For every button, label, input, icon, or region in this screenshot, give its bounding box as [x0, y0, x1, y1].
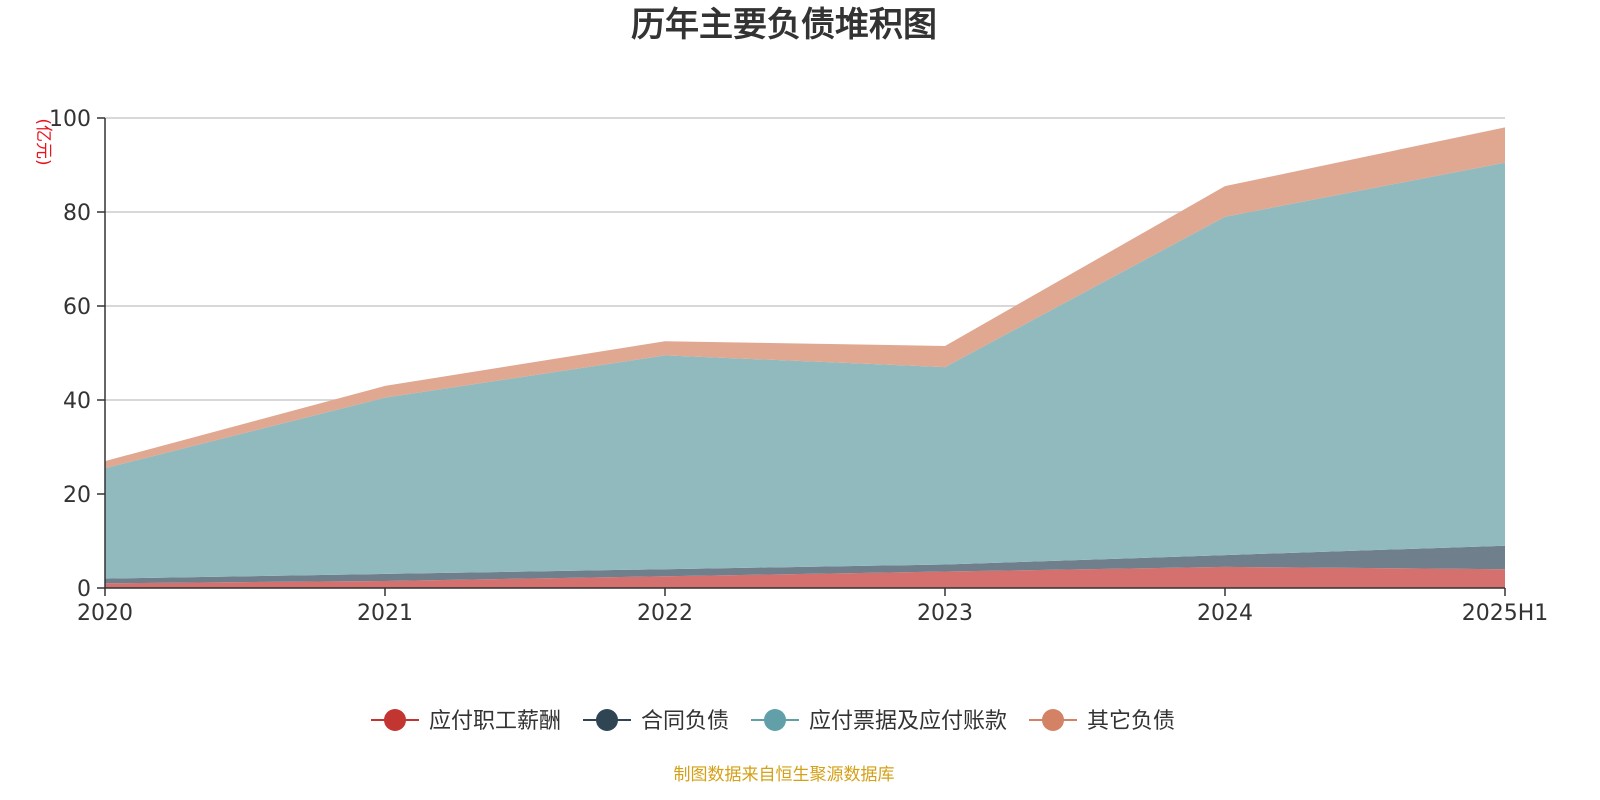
x-tick-label: 2022 — [637, 601, 693, 626]
legend-label: 其它负债 — [1087, 709, 1175, 734]
legend-item-3[interactable]: 应付票据及应付账款 — [751, 709, 1007, 734]
y-tick-label: 80 — [63, 201, 91, 226]
axes — [104, 118, 1505, 589]
y-axis-ticks: 0 20 40 60 80 100 — [49, 107, 105, 602]
legend-circle-icon — [384, 709, 406, 731]
legend-item-1[interactable]: 应付职工薪酬 — [371, 709, 561, 734]
legend-circle-icon — [1042, 709, 1064, 731]
area-series — [105, 127, 1505, 588]
legend-label: 应付职工薪酬 — [429, 709, 561, 734]
y-tick-label: 20 — [63, 483, 91, 508]
x-tick-label: 2025H1 — [1462, 601, 1549, 626]
y-tick-label: 60 — [63, 295, 91, 320]
legend-label: 应付票据及应付账款 — [809, 709, 1007, 734]
legend-circle-icon — [596, 709, 618, 731]
x-tick-label: 2024 — [1197, 601, 1253, 626]
legend-item-2[interactable]: 合同负债 — [583, 709, 729, 734]
y-tick-label: 0 — [77, 577, 91, 602]
area-series-1 — [105, 566, 1505, 588]
area-series-4 — [105, 127, 1505, 469]
x-tick-label: 2023 — [917, 601, 973, 626]
y-tick-label: 40 — [63, 389, 91, 414]
chart-title: 历年主要负债堆积图 — [631, 5, 937, 45]
y-unit-label: (亿元) — [33, 118, 53, 165]
area-series-2 — [105, 545, 1505, 584]
y-tick-label: 100 — [49, 107, 91, 132]
legend-label: 合同负债 — [641, 709, 729, 734]
legend-item-4[interactable]: 其它负债 — [1029, 709, 1175, 734]
x-axis-ticks: 2020 2021 2022 2023 2024 2025H1 — [77, 588, 1548, 626]
data-source-note: 制图数据来自恒生聚源数据库 — [674, 765, 895, 785]
legend: 应付职工薪酬 合同负债 应付票据及应付账款 其它负债 — [371, 709, 1175, 734]
x-tick-label: 2020 — [77, 601, 133, 626]
legend-circle-icon — [764, 709, 786, 731]
x-tick-label: 2021 — [357, 601, 413, 626]
area-series-3 — [105, 162, 1505, 579]
